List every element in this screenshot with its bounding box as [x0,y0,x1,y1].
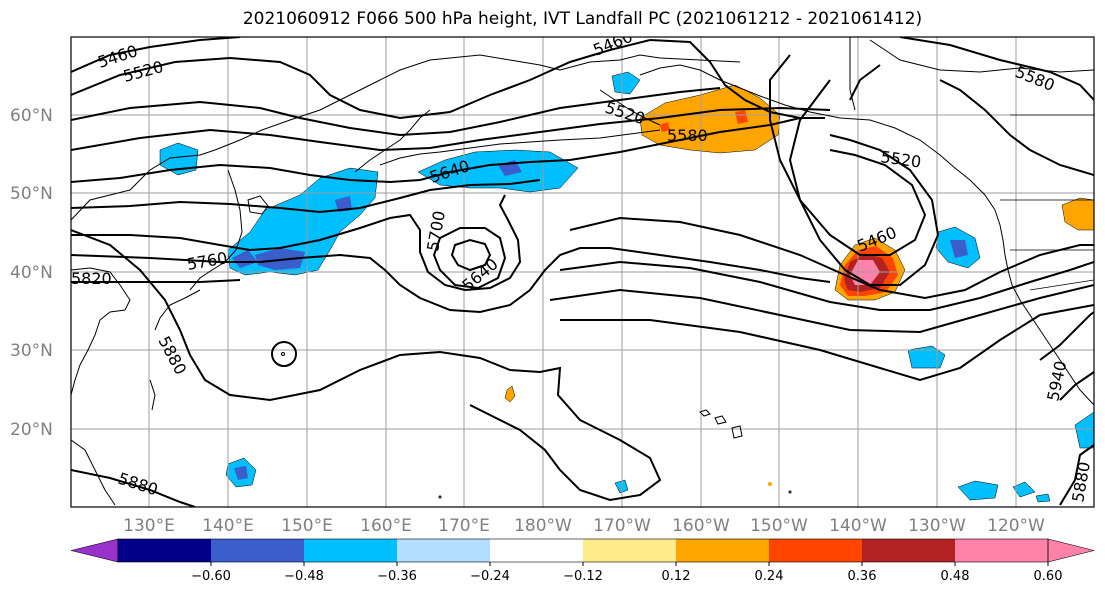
colorbar-tick-label: −0.12 [563,569,603,584]
lon-label: 170°E [438,516,490,536]
colorbar-segment [211,539,305,562]
colorbar-segment [304,539,398,562]
colorbar-tick-label: −0.24 [470,569,510,584]
ivt-negative-region [1035,493,1051,503]
colorbar-segment [769,539,863,562]
lon-label: 140°W [829,516,887,536]
colorbar-tick-label: −0.60 [191,569,231,584]
colorbar-segment [397,539,491,562]
contour-label: 5580 [667,126,708,145]
gridlines [71,37,1094,507]
map-frame [70,36,1095,508]
colorbar-tick-label: 0.36 [848,569,877,584]
colorbar-extension-high [1047,538,1095,563]
latitude-labels: 60°N 50°N 40°N 30°N 20°N [10,106,53,440]
colorbar-segment [676,539,770,562]
colorbar-tick-label: 0.48 [941,569,970,584]
contour-label: 5820 [71,269,112,288]
colorbar-segment [955,539,1049,562]
lon-label: 140°E [202,516,254,536]
colorbar: −0.60 −0.48 −0.36 −0.24 −0.12 0.12 0.24 0.36 0.4… [70,538,1095,584]
colorbar-tick-label: −0.48 [284,569,324,584]
ivt-negative-region [1074,411,1094,449]
colorbar-tick-label: 0.12 [662,569,691,584]
longitude-labels: 130°E 140°E 150°E 160°E 170°E 180°W 170°… [123,516,1045,536]
colorbar-tick-label: −0.36 [377,569,417,584]
ivt-negative-region [417,149,579,193]
map-title: 2021060912 F066 500 hPa height, IVT Land… [242,9,923,29]
lon-label: 170°W [593,516,651,536]
lat-label: 20°N [10,420,53,440]
colorbar-segment [490,539,584,562]
colorbar-extension-low [70,538,119,563]
ivt-negative-region [907,345,946,369]
colorbar-tick-label: 0.24 [755,569,784,584]
lat-label: 50°N [10,184,53,204]
lon-label: 180°W [514,516,572,536]
ivt-negative-region [611,71,641,95]
ivt-negative-region [159,142,199,176]
lat-label: 30°N [10,341,53,361]
lon-label: 160°E [360,516,412,536]
lon-label: 130°E [123,516,175,536]
lon-label: 130°W [908,516,966,536]
ivt-negative-region [1012,481,1036,498]
height-contours [71,37,1094,507]
lon-label: 150°E [281,516,333,536]
lon-label: 150°W [750,516,808,536]
lat-label: 60°N [10,106,53,126]
lat-label: 40°N [10,263,53,283]
lon-label: 120°W [987,516,1045,536]
colorbar-segment [583,539,677,562]
coastlines [71,37,1094,506]
colorbar-tick-label: 0.60 [1034,569,1063,584]
ivt-negative-region [957,480,999,501]
colorbar-segment [118,539,212,562]
lon-label: 160°W [672,516,730,536]
ivt-positive-region [1061,197,1094,231]
colorbar-segment [862,539,956,562]
